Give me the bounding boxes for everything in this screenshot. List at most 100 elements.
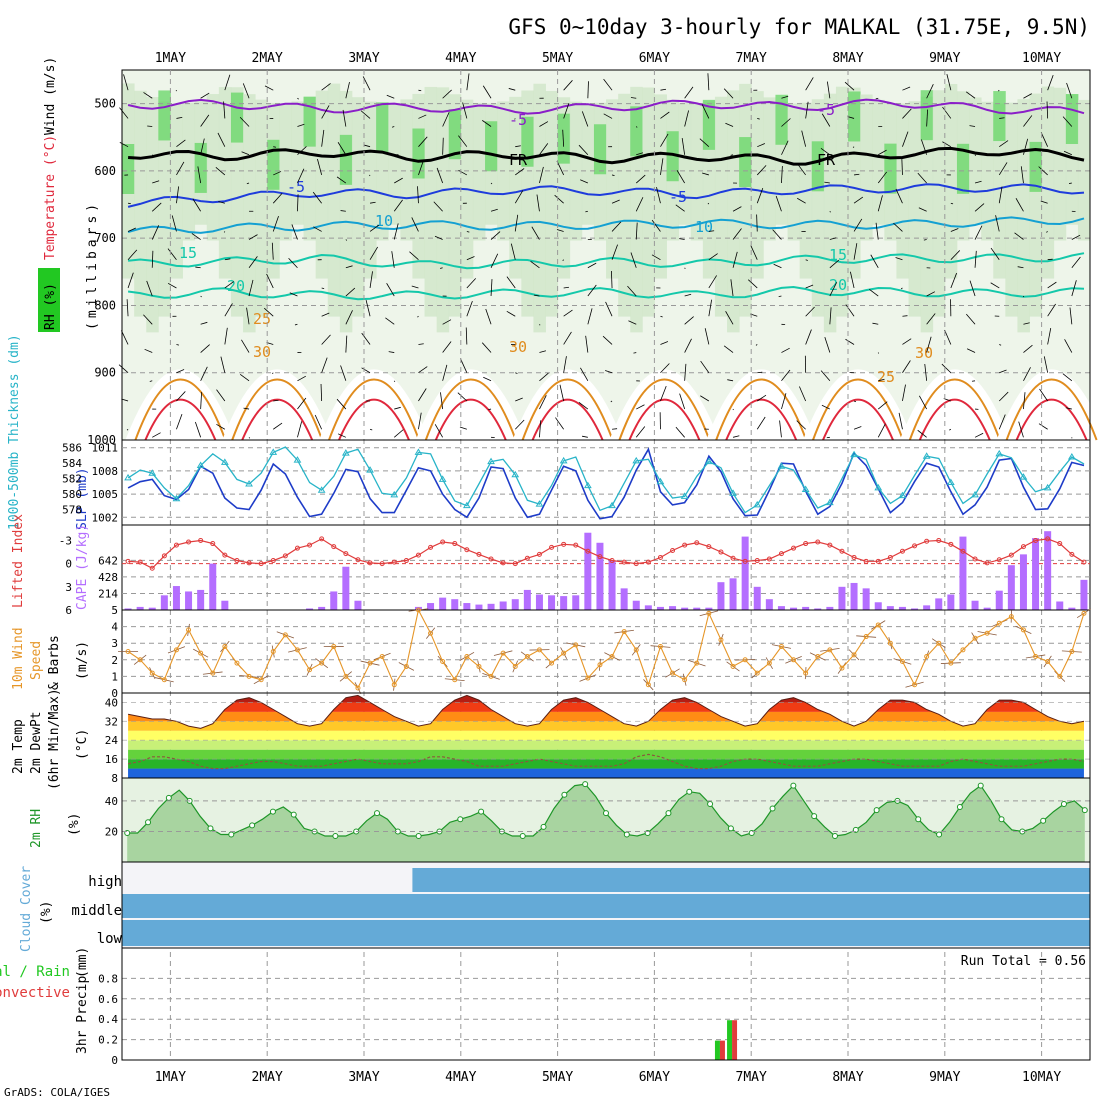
wind-barb [1023,115,1033,127]
wind-barb [917,429,927,438]
rh2m-point [603,810,609,817]
li-point [161,553,167,559]
rh2m-point [165,794,172,801]
date-tick-bottom: 5MAY [542,1070,573,1085]
wind-barb [757,371,763,374]
wind-barb [195,266,201,269]
wind-barb [555,417,564,430]
wind-barb [539,121,549,127]
li-point [137,559,143,565]
wind-barb [515,397,523,402]
wind-barb [434,424,443,438]
li-point [1008,552,1014,558]
wind10-point [282,632,288,638]
rh-shade-cell [908,101,922,317]
thickness-point [777,462,786,469]
precip-total-bar [714,1040,720,1060]
li-point [621,559,627,565]
li-ytick-label: 6 [65,604,72,617]
cape-bar [802,606,810,610]
cloud-cell [908,868,922,892]
wind-barb [216,389,226,402]
wind-barb [611,270,613,288]
contour-label: 20 [227,277,245,295]
cape-bar [693,607,701,610]
wind10-point [1081,610,1087,616]
temp-line [128,694,1085,729]
rh-shade-cell [763,97,776,241]
wind-barb [998,186,1003,204]
li-ytick-label: 0 [65,558,72,571]
cloud-unit: (%) [39,901,54,924]
wind-barb [1046,101,1049,119]
cape-bar [136,606,144,610]
wind-barb [362,76,371,91]
wind-barb [941,363,952,374]
wind-barb [999,369,1007,374]
rh2m-point [207,825,214,832]
cape-bar [995,590,1003,610]
wind-barb [297,97,299,100]
thickness-point [535,500,544,507]
wind10-point [415,607,421,613]
wind-barb [995,215,1000,232]
wind-barb [460,358,468,373]
cloud-cell [727,868,740,892]
cloud-cell [279,920,292,946]
cape-bar [911,608,919,610]
cloud-cell [194,920,208,946]
rh2m-point [936,831,943,838]
precip-ytick-label: 0.6 [98,993,118,1006]
wind-barb [1063,150,1073,156]
wind-barb [1023,367,1031,381]
wind10-point [633,647,639,653]
wind-barb [1071,234,1081,240]
wind-barb [684,293,692,297]
wind-barb [288,257,298,269]
wind-barb [1039,388,1048,402]
wind-barb [127,202,131,205]
wind-barb [506,310,516,317]
wind-barb [515,372,518,374]
wind-barb [605,370,613,374]
rh-moist-cell [848,91,861,142]
wind-barb [317,158,323,176]
li-point [403,558,409,564]
wind-barb [853,426,862,430]
thickness-point [656,477,665,485]
wind-barb [756,187,764,204]
cloud-cell [654,920,667,946]
wind-barb [151,202,162,212]
wind-barb [700,360,710,373]
li-point [258,561,264,567]
wind10-label-c: & Barbs [47,635,62,690]
wind-barb [799,386,807,402]
wind-ytick-label: 5 [111,604,118,617]
cloud-middle-label: middle [71,903,122,919]
wind-barb [1065,407,1072,410]
cloud-cell [799,894,813,918]
cloud-cell [230,920,244,946]
li-point [609,558,615,564]
rh-shade-cell [388,102,401,225]
isotherm-30-segment [908,378,1001,441]
rh2m-point [811,813,818,820]
isotherm-30-segment [328,378,420,441]
li-point [803,541,809,547]
cape-bar [197,589,205,610]
wind-ytick-label: 3 [111,637,118,650]
wind-barb [433,201,443,212]
wind-ytick-label: 1 [111,670,118,683]
wind-barb [805,306,815,317]
wind-barb [580,367,589,381]
cloud-cell [533,894,546,918]
upper-ytick-label: 1000 [87,433,116,447]
cloud-cell [981,894,994,918]
cloud-cell [823,868,837,892]
t2m-label-a: 2m Temp [11,719,26,774]
wind-barb [394,177,403,184]
wind-barb [488,408,492,411]
wind10-point [149,670,155,676]
rh2m-point [582,781,589,788]
wind-barb [699,138,710,147]
